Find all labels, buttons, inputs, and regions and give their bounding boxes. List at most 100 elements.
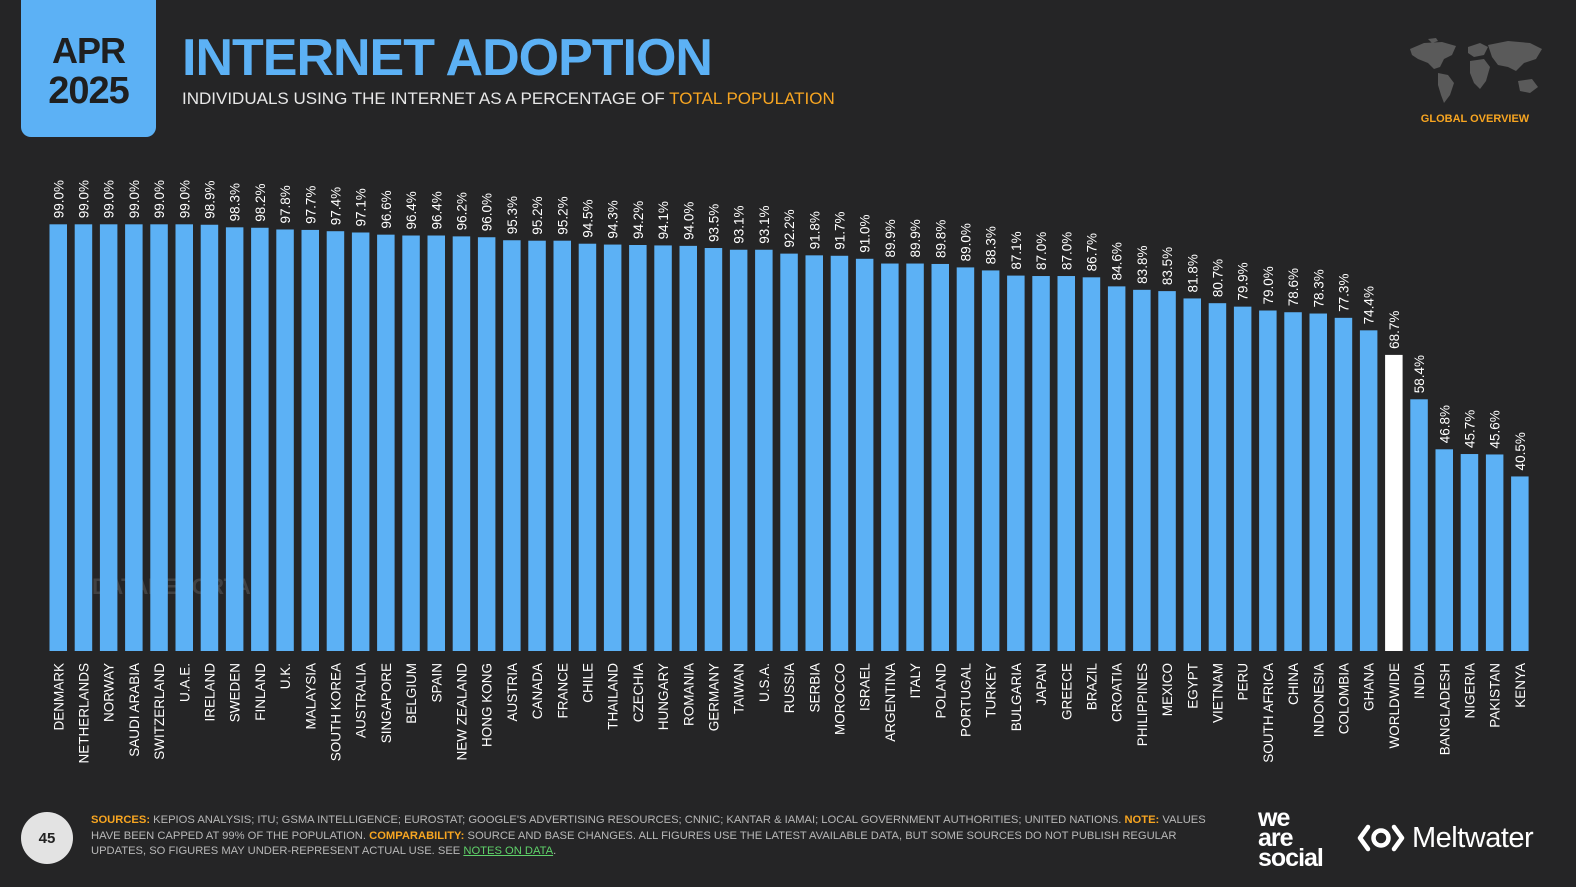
value-label-serbia: 91.8% [807, 211, 822, 249]
value-label-canada: 95.2% [530, 196, 545, 234]
category-label-turkey: TURKEY [984, 663, 999, 718]
value-label-denmark: 99.0% [51, 180, 66, 218]
bar-greece [1057, 276, 1075, 651]
bar-nigeria [1460, 454, 1479, 651]
value-label-thailand: 94.3% [606, 200, 621, 238]
category-label-indonesia: INDONESIA [1311, 663, 1326, 737]
category-label-switzerland: SWITZERLAND [152, 663, 167, 760]
value-label-singapore: 96.6% [379, 190, 394, 228]
bar-series [49, 224, 1529, 652]
bar-denmark [49, 224, 67, 651]
value-label-taiwan: 93.1% [732, 205, 747, 243]
value-label-argentina: 89.9% [883, 219, 898, 257]
value-label-hungary: 94.1% [656, 201, 671, 239]
logo-word-social: social [1258, 844, 1324, 872]
notes-on-data-link[interactable]: NOTES ON DATA [463, 845, 554, 857]
bar-new-zealand [452, 236, 471, 652]
bar-vietnam [1208, 303, 1227, 651]
bar-chile [578, 243, 597, 651]
category-label-israel: ISRAEL [858, 663, 873, 712]
page-title: INTERNET ADOPTION [182, 29, 713, 87]
value-label-u-s-a: 93.1% [757, 205, 772, 243]
bar-belgium [402, 235, 420, 652]
value-label-mexico: 83.5% [1160, 247, 1175, 285]
we-are-social-logo: we are social [1258, 806, 1324, 872]
value-label-pakistan: 45.6% [1488, 410, 1503, 448]
value-label-romania: 94.0% [681, 202, 696, 240]
category-label-bulgaria: BULGARIA [1009, 663, 1024, 731]
bar-czechia [629, 244, 647, 652]
category-label-poland: POLAND [933, 663, 948, 719]
bar-singapore [377, 234, 395, 652]
footer-sources: SOURCES: KEPIOS ANALYSIS; ITU; GSMA INTE… [91, 813, 1231, 860]
footer-end: . [553, 845, 557, 857]
bar-south-korea [326, 231, 345, 651]
category-label-vietnam: VIETNAM [1210, 663, 1225, 723]
category-label-philippines: PHILIPPINES [1135, 663, 1150, 746]
category-label-nigeria: NIGERIA [1462, 663, 1477, 719]
value-label-chile: 94.5% [580, 199, 595, 237]
value-label-russia: 92.2% [782, 209, 797, 247]
bar-india [1410, 399, 1428, 651]
value-label-greece: 87.0% [1059, 232, 1074, 270]
value-label-sweden: 98.3% [228, 183, 243, 221]
world-map-icon [1410, 38, 1542, 103]
bar-poland [931, 263, 949, 651]
bar-austria [503, 240, 521, 651]
value-label-egypt: 81.8% [1185, 254, 1200, 292]
category-label-pakistan: PAKISTAN [1488, 663, 1503, 728]
value-label-morocco: 91.7% [832, 211, 847, 249]
category-label-colombia: COLOMBIA [1336, 663, 1351, 734]
note-text: VALUES HAVE BEEN CAPPED AT 99% OF THE PO… [91, 814, 1206, 842]
value-label-indonesia: 78.3% [1311, 269, 1326, 307]
value-label-colombia: 77.3% [1336, 274, 1351, 312]
bar-taiwan [729, 249, 748, 651]
value-label-japan: 87.0% [1034, 232, 1049, 270]
value-label-netherlands: 99.0% [76, 180, 91, 218]
category-label-hungary: HUNGARY [656, 663, 671, 730]
value-label-germany: 93.5% [706, 204, 721, 242]
value-label-czechia: 94.2% [631, 201, 646, 239]
bar-germany [704, 248, 723, 651]
bar-south-africa [1259, 310, 1277, 651]
meltwater-wordmark: Meltwater [1412, 821, 1534, 854]
category-label-sweden: SWEDEN [228, 663, 243, 722]
value-label-peru: 79.9% [1236, 262, 1251, 300]
value-label-australia: 97.1% [354, 188, 369, 226]
subtitle-text: INDIVIDUALS USING THE INTERNET AS A PERC… [182, 89, 670, 108]
category-label-u-k: U.K. [278, 663, 293, 689]
category-label-india: INDIA [1412, 663, 1427, 699]
comparability-label: COMPARABILITY: [369, 829, 465, 842]
bar-netherlands [74, 224, 93, 651]
bar-serbia [805, 255, 823, 652]
value-label-france: 95.2% [555, 196, 570, 234]
value-label-china: 78.6% [1286, 268, 1301, 306]
meltwater-logo: Meltwater [1356, 820, 1534, 856]
bar-peru [1233, 306, 1252, 651]
value-label-ireland: 98.9% [202, 180, 217, 218]
bar-finland [251, 227, 269, 651]
date-badge: APR 2025 [21, 0, 156, 137]
date-year: 2025 [48, 70, 130, 112]
category-label-south-korea: SOUTH KOREA [328, 663, 343, 761]
page-number: 45 [21, 812, 73, 864]
category-label-argentina: ARGENTINA [883, 663, 898, 742]
bar-switzerland [150, 224, 168, 651]
bar-canada [528, 240, 546, 652]
bar-argentina [881, 263, 899, 651]
bar-romania [679, 245, 697, 652]
bar-france [553, 240, 571, 652]
category-label-czechia: CZECHIA [631, 663, 646, 722]
bar-u-a-e [175, 224, 193, 651]
sources-text: KEPIOS ANALYSIS; ITU; GSMA INTELLIGENCE;… [150, 814, 1125, 826]
category-label-peru: PERU [1236, 663, 1251, 701]
bar-morocco [830, 255, 849, 651]
category-label-serbia: SERBIA [807, 663, 822, 713]
value-label-u-k: 97.8% [278, 185, 293, 223]
value-label-finland: 98.2% [253, 183, 268, 221]
value-label-india: 58.4% [1412, 355, 1427, 393]
category-label-italy: ITALY [908, 663, 923, 699]
bar-portugal [956, 267, 975, 651]
value-label-bangladesh: 46.8% [1437, 405, 1452, 443]
